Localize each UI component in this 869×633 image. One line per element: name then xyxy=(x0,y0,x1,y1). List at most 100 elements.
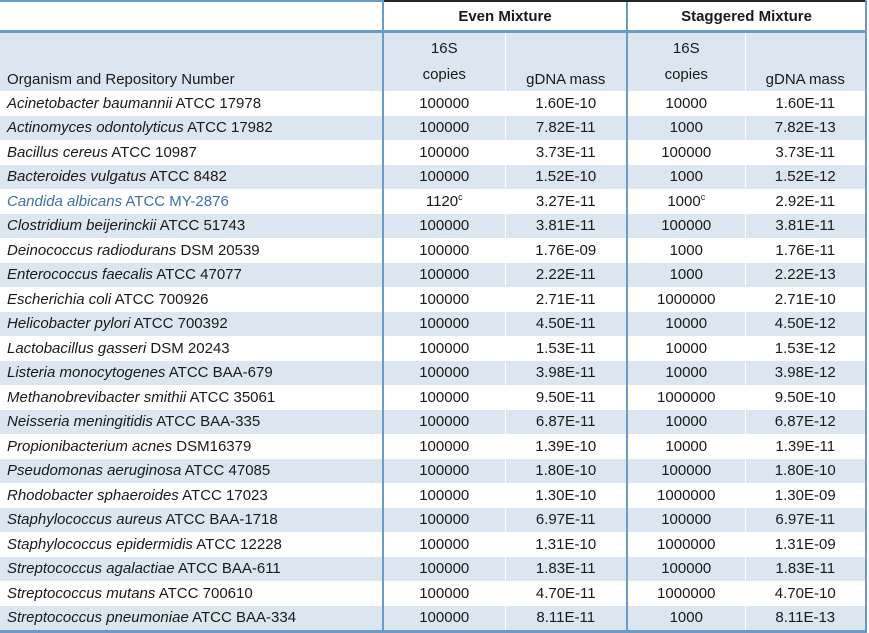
organism-cell: Neisseria meningitidis ATCC BAA-335 xyxy=(0,409,383,434)
staggered-16s-copies-cell: 100000 xyxy=(626,458,745,483)
group-header-row: Even Mixture Staggered Mixture xyxy=(0,0,867,33)
footnote-marker: c xyxy=(700,191,706,202)
even-16s-copies-value: 100000 xyxy=(419,290,470,308)
even-16s-copies-cell: 100000 xyxy=(382,483,505,508)
table-row: Rhodobacter sphaeroides ATCC 17023 10000… xyxy=(0,483,867,508)
staggered-16s-copies-cell: 10000 xyxy=(626,336,745,361)
even-gdna-mass-cell: 1.39E-10 xyxy=(504,434,627,459)
even-gdna-mass-cell: 6.87E-11 xyxy=(504,409,627,434)
repository-number: ATCC BAA-335 xyxy=(156,413,261,431)
even-16s-copies-cell: 100000 xyxy=(382,507,505,532)
staggered-gdna-mass-cell: 1.53E-12 xyxy=(744,336,867,361)
organism-name: Acinetobacter baumannii xyxy=(7,94,173,112)
even-16s-copies-value: 100000 xyxy=(419,119,470,137)
even-gdna-mass-cell: 1.52E-10 xyxy=(504,164,627,189)
staggered-gdna-mass-cell: 2.71E-10 xyxy=(744,287,867,312)
repository-number: ATCC MY-2876 xyxy=(125,192,229,210)
column-header-even-16s-copies: 16S copies xyxy=(382,31,505,91)
staggered-gdna-mass-value: 2.71E-10 xyxy=(774,290,836,308)
organism-cell: Listeria monocytogenes ATCC BAA-679 xyxy=(0,360,383,385)
even-16s-copies-cell: 100000 xyxy=(382,336,505,361)
organism-name: Propionibacterium acnes xyxy=(7,437,173,455)
staggered-16s-copies-cell: 1000000 xyxy=(626,581,745,606)
staggered-16s-copies-cell: 1000000 xyxy=(626,483,745,508)
organism-cell: Acinetobacter baumannii ATCC 17978 xyxy=(0,91,383,116)
table-row: Actinomyces odontolyticus ATCC 17982 100… xyxy=(0,115,867,140)
organism-cell: Clostridium beijerinckii ATCC 51743 xyxy=(0,213,383,238)
staggered-16s-copies-cell: 10000 xyxy=(626,311,745,336)
staggered-gdna-mass-value: 1.30E-09 xyxy=(774,486,836,504)
even-gdna-mass-cell: 7.82E-11 xyxy=(504,115,627,140)
table-row: Enterococcus faecalis ATCC 47077 100000 … xyxy=(0,262,867,287)
even-gdna-mass-cell: 3.81E-11 xyxy=(504,213,627,238)
table-row: Streptococcus agalactiae ATCC BAA-611 10… xyxy=(0,556,867,581)
staggered-16s-copies-cell: 1000000 xyxy=(626,385,745,410)
even-16s-copies-cell: 100000 xyxy=(382,605,505,633)
even-gdna-mass-value: 3.73E-11 xyxy=(535,143,596,161)
organism-name: Neisseria meningitidis xyxy=(7,413,153,431)
staggered-16s-copies-cell: 100000 xyxy=(626,507,745,532)
even-16s-copies-value: 100000 xyxy=(419,609,470,627)
repository-number: ATCC 12228 xyxy=(196,535,282,553)
even-16s-copies-cell: 100000 xyxy=(382,164,505,189)
even-16s-copies-value: 100000 xyxy=(419,535,470,553)
even-gdna-mass-value: 1.76E-09 xyxy=(535,241,597,259)
table-row: Neisseria meningitidis ATCC BAA-335 1000… xyxy=(0,409,867,434)
even-gdna-mass-value: 3.98E-11 xyxy=(535,364,596,382)
organism-name: Pseudomonas aeruginosa xyxy=(7,462,182,480)
table-row: Candida albicans ATCC MY-2876 1120c 3.27… xyxy=(0,189,867,214)
organism-cell: Deinococcus radiodurans DSM 20539 xyxy=(0,238,383,263)
staggered-16s-copies-value: 1000000 xyxy=(657,584,716,602)
staggered-16s-copies-cell: 1000 xyxy=(626,164,745,189)
staggered-16s-copies-cell: 1000 xyxy=(626,115,745,140)
organism-cell: Staphylococcus aureus ATCC BAA-1718 xyxy=(0,507,383,532)
organism-name: Bacillus cereus xyxy=(7,143,108,161)
even-16s-copies-value: 100000 xyxy=(419,168,470,186)
staggered-gdna-mass-cell: 6.97E-11 xyxy=(744,507,867,532)
organism-cell: Streptococcus agalactiae ATCC BAA-611 xyxy=(0,556,383,581)
staggered-16s-copies-value: 1000000 xyxy=(657,388,716,406)
staggered-gdna-mass-value: 2.92E-11 xyxy=(775,192,836,210)
organism-cell: Lactobacillus gasseri DSM 20243 xyxy=(0,336,383,361)
even-gdna-mass-value: 7.82E-11 xyxy=(535,119,596,137)
table-row: Clostridium beijerinckii ATCC 51743 1000… xyxy=(0,213,867,238)
even-gdna-mass-cell: 8.11E-11 xyxy=(504,605,627,633)
even-gdna-mass-value: 6.87E-11 xyxy=(535,413,596,431)
organism-cell: Candida albicans ATCC MY-2876 xyxy=(0,189,383,214)
table-row: Methanobrevibacter smithii ATCC 35061 10… xyxy=(0,385,867,410)
even-gdna-mass-value: 6.97E-11 xyxy=(535,511,596,529)
table-row: Deinococcus radiodurans DSM 20539 100000… xyxy=(0,238,867,263)
footnote-marker: c xyxy=(458,191,463,202)
staggered-16s-copies-cell: 1000c xyxy=(626,189,745,214)
staggered-gdna-mass-value: 7.82E-13 xyxy=(774,119,836,137)
staggered-gdna-mass-cell: 8.11E-13 xyxy=(744,605,867,633)
even-16s-copies-value: 100000 xyxy=(419,94,470,112)
even-16s-copies-value: 100000 xyxy=(419,486,470,504)
even-gdna-mass-cell: 1.30E-10 xyxy=(504,483,627,508)
table-row: Listeria monocytogenes ATCC BAA-679 1000… xyxy=(0,360,867,385)
organism-cell: Enterococcus faecalis ATCC 47077 xyxy=(0,262,383,287)
repository-number: ATCC BAA-679 xyxy=(168,364,273,382)
even-16s-copies-cell: 1120c xyxy=(382,189,505,214)
even-16s-copies-value: 100000 xyxy=(419,364,470,382)
organism-name: Escherichia coli xyxy=(7,290,112,308)
repository-number: ATCC 700392 xyxy=(133,315,228,333)
column-header-staggered-mixture: Staggered Mixture xyxy=(626,0,867,33)
even-16s-copies-cell: 100000 xyxy=(382,140,505,165)
staggered-16s-copies-cell: 10000 xyxy=(626,434,745,459)
table-row: Staphylococcus epidermidis ATCC 12228 10… xyxy=(0,532,867,557)
organism-cell: Pseudomonas aeruginosa ATCC 47085 xyxy=(0,458,383,483)
even-gdna-mass-cell: 1.80E-10 xyxy=(504,458,627,483)
even-gdna-mass-value: 1.31E-10 xyxy=(535,535,597,553)
even-gdna-mass-value: 3.81E-11 xyxy=(535,217,596,235)
staggered-16s-copies-value: 1000 xyxy=(669,609,703,627)
organism-cell: Propionibacterium acnes DSM16379 xyxy=(0,434,383,459)
table-row: Pseudomonas aeruginosa ATCC 47085 100000… xyxy=(0,458,867,483)
staggered-gdna-mass-value: 1.53E-12 xyxy=(774,339,836,357)
even-gdna-mass-cell: 1.60E-10 xyxy=(504,91,627,116)
repository-number: ATCC 17023 xyxy=(182,486,268,504)
even-16s-copies-cell: 100000 xyxy=(382,115,505,140)
even-16s-copies-cell: 100000 xyxy=(382,262,505,287)
staggered-gdna-mass-value: 2.22E-13 xyxy=(774,266,836,284)
staggered-gdna-mass-value: 1.39E-11 xyxy=(775,437,836,455)
